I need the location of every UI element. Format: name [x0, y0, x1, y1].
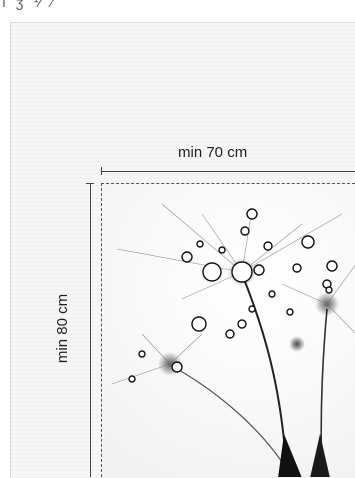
height-dimension-line	[90, 183, 91, 477]
width-dimension-label: min 70 cm	[178, 144, 248, 161]
dandelion-photo	[101, 183, 355, 477]
width-dimension-line	[101, 171, 355, 172]
cropped-top-text: ı ʒ ⅟ ⁄	[2, 0, 57, 10]
top-strip: ı ʒ ⅟ ⁄	[0, 0, 355, 22]
height-dimension-label: min 80 cm	[54, 293, 72, 364]
dandelion-illustration	[111, 203, 355, 477]
